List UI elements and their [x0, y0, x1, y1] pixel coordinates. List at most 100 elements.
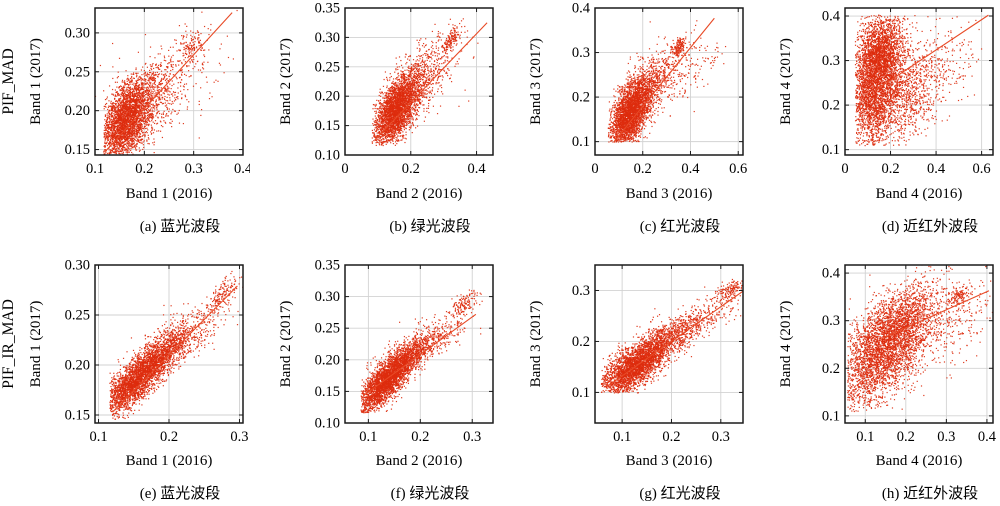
x-tick-label: 0.2 [662, 429, 680, 445]
x-axis-label-b: Band 2 (2016) [375, 186, 463, 202]
x-axis-label-c: Band 3 (2016) [625, 186, 713, 202]
x-tick-label: 0.4 [681, 161, 700, 177]
plot-border [94, 264, 244, 424]
axes-overlay-f: 0.1 0.2 0.3 0.10 0.15 0.20 0.25 0.30 0.35 Band 2 … [278, 258, 494, 445]
x-axis-label-g: Band 3 (2016) [625, 453, 713, 469]
y-tick-label: 0.3 [572, 45, 590, 61]
scatter-cloud-canvas-d [845, 8, 993, 155]
subplot-b: 0 0.2 0.4 0.10 0.15 0.20 0.25 0.30 0.35 Band 2 (2… [250, 0, 500, 253]
x-tick-label: 0.1 [359, 429, 377, 445]
scatter-cloud-canvas-h [845, 265, 993, 423]
axes-overlay-h: 0.1 0.2 0.3 0.4 0.1 0.2 0.3 0.4 Band 4 (2017) [778, 264, 997, 445]
y-tick-label: 0.25 [315, 59, 340, 75]
y-tick-label: 0.1 [822, 408, 840, 424]
y-tick-label: 0.2 [572, 334, 590, 350]
panel-caption-c: (c) 红光波段 [639, 219, 721, 235]
y-tick-label: 0.30 [65, 258, 90, 274]
y-tick-label: 0.3 [822, 313, 840, 329]
y-tick-label: 0.15 [65, 142, 90, 158]
y-tick-label: 0.4 [572, 1, 591, 17]
y-tick-label: 0.25 [315, 321, 340, 337]
x-tick-label: 0.3 [937, 429, 955, 445]
x-tick-label: 0.2 [160, 429, 178, 445]
plot-border [594, 7, 744, 156]
y-axis-label: Band 3 (2017) [528, 301, 544, 388]
subplot-a: 0.1 0.2 0.3 0.4 0.15 0.20 0.25 0.30 Band 1 (2017… [0, 0, 250, 253]
y-tick-label: 0.4 [822, 9, 841, 25]
x-tick-label: 0.3 [185, 161, 203, 177]
x-tick-label: 0.1 [613, 429, 631, 445]
axes-overlay-e: 0.1 0.2 0.3 0.15 0.20 0.25 0.30 Band 1 (2017) PI… [0, 258, 249, 446]
axes-overlay-d: 0 0.2 0.4 0.6 0.1 0.2 0.3 0.4 Band 4 (2017) [778, 7, 994, 177]
x-tick-label: 0 [591, 161, 598, 177]
subplot-h: 0.1 0.2 0.3 0.4 0.1 0.2 0.3 0.4 Band 4 (2017) Ba… [750, 253, 1000, 506]
y-tick-label: 0.15 [315, 118, 340, 134]
y-tick-label: 0.35 [315, 258, 340, 274]
axes-overlay-c: 0 0.2 0.4 0.6 0.1 0.2 0.3 0.4 Band 3 (2017) [528, 1, 747, 178]
axes-overlay-g: 0.1 0.2 0.3 0.1 0.2 0.3 Band 3 (2017) [528, 264, 744, 445]
scatter-cloud-canvas-f [345, 265, 493, 423]
x-axis-label-f: Band 2 (2016) [375, 453, 463, 469]
method-row-label: PIF_MAD [0, 48, 17, 114]
panel-caption-a: (a) 蓝光波段 [139, 219, 221, 235]
panel-caption-f: (f) 绿光波段 [390, 486, 470, 502]
y-tick-label: 0.3 [572, 283, 590, 299]
subplot-g: 0.1 0.2 0.3 0.1 0.2 0.3 Band 3 (2017) Band 3 (… [500, 253, 750, 506]
subplot-e: 0.1 0.2 0.3 0.15 0.20 0.25 0.30 Band 1 (2017) PI… [0, 253, 250, 506]
y-tick-label: 0.15 [65, 408, 90, 424]
scatter-cloud-canvas-b [345, 8, 493, 155]
plot-border [844, 264, 994, 424]
plot-border [94, 7, 244, 156]
y-tick-label: 0.2 [822, 361, 840, 377]
y-tick-label: 0.15 [315, 384, 340, 400]
x-tick-label: 0.1 [856, 429, 874, 445]
x-tick-label: 0.1 [86, 161, 104, 177]
y-tick-label: 0.30 [315, 30, 340, 46]
x-tick-label: 0.2 [897, 429, 915, 445]
scatter-cloud-canvas-a [95, 8, 243, 155]
x-tick-label: 0.2 [411, 429, 429, 445]
x-tick-label: 0.4 [927, 161, 946, 177]
y-tick-label: 0.25 [65, 308, 90, 324]
x-axis-label-a: Band 1 (2016) [125, 186, 213, 202]
x-tick-label: 0.6 [973, 161, 991, 177]
panel-caption-g: (g) 红光波段 [639, 486, 721, 502]
y-tick-label: 0.1 [822, 142, 840, 158]
x-tick-label: 0.1 [89, 429, 107, 445]
x-tick-label: 0.2 [634, 161, 652, 177]
y-tick-label: 0.10 [315, 416, 340, 432]
subplot-f: 0.1 0.2 0.3 0.10 0.15 0.20 0.25 0.30 0.35 Band 2 … [250, 253, 500, 506]
plot-border [344, 7, 494, 156]
y-tick-label: 0.30 [315, 289, 340, 305]
panel-caption-d: (d) 近红外波段 [881, 219, 979, 235]
y-axis-label: Band 2 (2017) [278, 38, 294, 125]
y-axis-label: Band 4 (2017) [778, 38, 794, 125]
x-tick-label: 0.3 [712, 429, 730, 445]
x-tick-label: 0.4 [978, 429, 997, 445]
y-tick-label: 0.35 [315, 1, 340, 17]
x-axis-label-e: Band 1 (2016) [125, 453, 213, 469]
y-axis-label: Band 1 (2017) [28, 38, 44, 125]
y-tick-label: 0.10 [315, 148, 340, 164]
plot-border [344, 264, 494, 424]
x-tick-label: 0.6 [729, 161, 747, 177]
y-tick-label: 0.1 [572, 385, 590, 401]
y-tick-label: 0.20 [65, 358, 90, 374]
panel-caption-b: (b) 绿光波段 [389, 219, 471, 235]
y-tick-label: 0.2 [822, 98, 840, 114]
x-tick-label: 0 [841, 161, 848, 177]
y-axis-label: Band 2 (2017) [278, 301, 294, 388]
scatter-cloud-canvas-c [595, 8, 743, 155]
y-axis-label: Band 4 (2017) [778, 301, 794, 388]
scatter-cloud-canvas-g [595, 265, 743, 423]
x-axis-label-h: Band 4 (2016) [875, 453, 963, 469]
y-tick-label: 0.20 [65, 103, 90, 119]
x-tick-label: 0 [341, 161, 348, 177]
axes-overlay-a: 0.1 0.2 0.3 0.4 0.15 0.20 0.25 0.30 Band 1 (2017… [0, 7, 250, 177]
plot-border [844, 7, 994, 156]
axes-overlay-b: 0 0.2 0.4 0.10 0.15 0.20 0.25 0.30 0.35 Band 2 (2… [278, 1, 494, 177]
x-tick-label: 0.4 [467, 161, 486, 177]
x-tick-label: 0.4 [234, 161, 250, 177]
y-tick-label: 0.4 [822, 266, 841, 282]
